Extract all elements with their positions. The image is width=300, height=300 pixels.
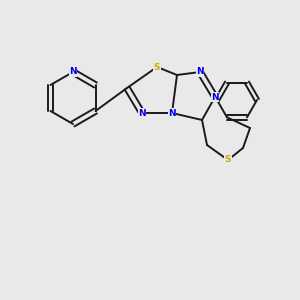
Text: N: N (168, 109, 176, 118)
Text: S: S (154, 62, 160, 71)
Text: N: N (211, 92, 219, 101)
Text: N: N (196, 68, 204, 76)
Text: N: N (138, 109, 146, 118)
Text: S: S (225, 155, 231, 164)
Text: N: N (69, 68, 77, 76)
